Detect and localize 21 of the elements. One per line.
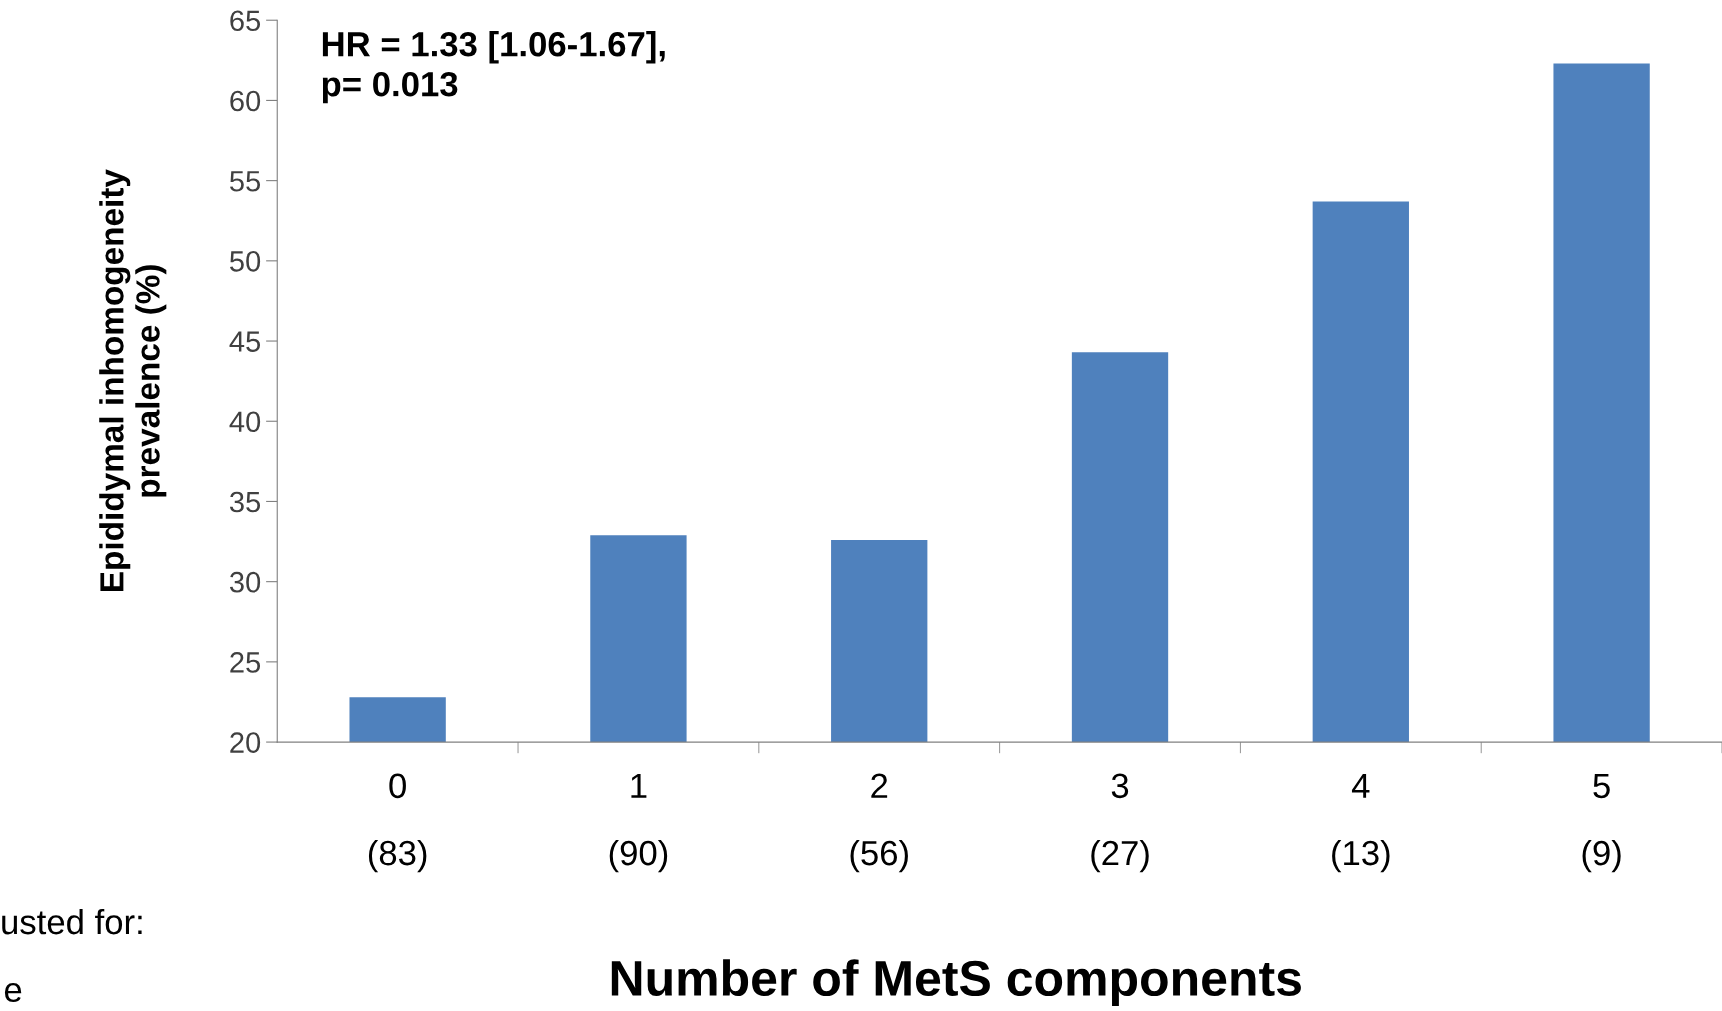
y-tick-label: 60 <box>230 90 261 112</box>
y-tick-label: 25 <box>230 652 261 673</box>
x-axis-title: Number of MetS components <box>611 959 1301 1006</box>
category-label: 2 (56) <box>850 773 908 873</box>
y-tick-label: 30 <box>229 571 261 593</box>
y-tick-label: 40 <box>229 411 261 433</box>
y-tick-label: 65 <box>230 10 261 32</box>
category-label: 5 (9) <box>1582 773 1621 873</box>
y-tick-label: 20 <box>230 732 261 753</box>
text: usted for: <box>2 908 142 935</box>
category-label: 3 (27) <box>1091 773 1149 873</box>
y-tick-label: 55 <box>230 171 261 192</box>
y-tick-label: 50 <box>230 251 261 272</box>
category-label: 0 (83) <box>368 773 427 873</box>
y-axis-title: Epididymal inhomogeneity prevalence (%) <box>99 169 167 591</box>
text: e <box>4 983 22 1003</box>
annotation: HR = 1.33 [1.06-1.67], p= 0.013 <box>322 31 665 104</box>
y-tick-label: 45 <box>229 331 261 352</box>
y-tick-label: 35 <box>229 491 261 513</box>
category-label: 1 (90) <box>609 773 668 873</box>
category-label: 4 (13) <box>1332 773 1390 873</box>
